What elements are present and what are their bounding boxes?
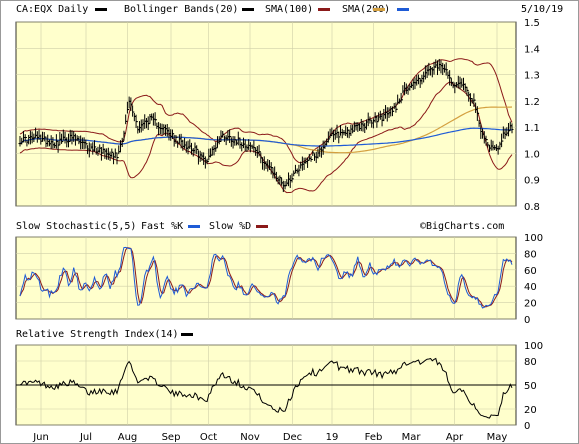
price-y-tick: 1.1 [524,123,540,134]
x-tick-feb: Feb [365,432,383,443]
watermark: ©BigCharts.com [420,221,504,232]
x-tick-19: 19 [326,432,339,443]
x-tick-oct: Oct [200,432,217,443]
legend-swatch-slowd [256,225,268,228]
legend-sma100-label: SMA(100) [265,4,313,15]
x-tick-aug: Aug [118,432,138,443]
legend-swatch-sma200 [373,8,385,11]
price-y-tick: 1.4 [524,44,540,55]
price-title: CA:EQX Daily [16,4,88,15]
rsi-y-tick: 0 [524,421,530,432]
x-tick-mar: Mar [402,432,422,443]
rsi-y-tick: 20 [524,405,537,416]
stochastic-y-tick: 100 [524,233,543,244]
legend-swatch-sma100 [318,8,330,11]
legend-swatch-bollinger [242,8,254,11]
stochastic-y-tick: 40 [524,282,537,293]
x-tick-apr: Apr [446,432,464,443]
fast-k-line [19,246,513,309]
sma200-line [19,127,512,147]
rsi-y-tick: 80 [524,357,537,368]
stochastic-y-tick: 0 [524,315,530,326]
stochastic-y-tick: 20 [524,299,537,310]
x-tick-jun: Jun [32,432,49,443]
price-plot-bg [15,21,517,207]
stochastic-y-tick: 60 [524,266,537,277]
price-y-tick: 0.8 [524,202,540,213]
legend-bollinger-label: Bollinger Bands(20) [124,4,238,15]
price-y-tick: 1.0 [524,149,540,160]
rsi-panel: 100 80 50 20 0 Relative Strength Index(14) [15,329,543,432]
x-tick-nov: Nov [240,432,260,443]
stochastic-title: Slow Stochastic(5,5) [16,221,136,232]
stochastic-panel: 100 80 60 40 20 0 Slow Stochastic(5,5) Fast %… [15,221,543,326]
bollinger-upper-line [19,58,513,164]
rsi-y-tick: 100 [524,341,543,352]
legend-swatch-rsi [181,333,193,336]
x-tick-jul: Jul [79,432,92,443]
price-y-tick: 1.5 [524,18,540,29]
x-axis: Jun Jul Aug Sep Oct Nov Dec 19 Feb Mar Apr May [32,432,507,443]
price-y-tick: 1.2 [524,97,540,108]
rsi-line [19,357,513,419]
price-y-tick: 1.3 [524,71,540,82]
legend-swatch-blue [397,8,409,11]
stochastic-y-tick: 80 [524,249,537,260]
legend-swatch-price [95,8,107,11]
stochastic-slowd-label: Slow %D [209,221,251,232]
rsi-title: Relative Strength Index(14) [16,329,179,340]
stochastic-plot-bg [15,236,517,320]
x-tick-may: May [487,432,508,443]
x-tick-dec: Dec [283,432,302,443]
chart-date: 5/10/19 [521,4,563,15]
legend-sma200-label: SMA(200) [342,4,390,15]
price-panel: 1.5 1.4 1.3 1.2 1.1 1.0 0.9 0.8 CA:EQX Daily Bo… [15,4,563,213]
stochastic-fastk-label: Fast %K [141,221,183,232]
rsi-y-tick: 50 [524,381,537,392]
x-tick-sep: Sep [162,432,181,443]
price-y-tick: 0.9 [524,176,540,187]
legend-swatch-fastk [188,225,200,228]
